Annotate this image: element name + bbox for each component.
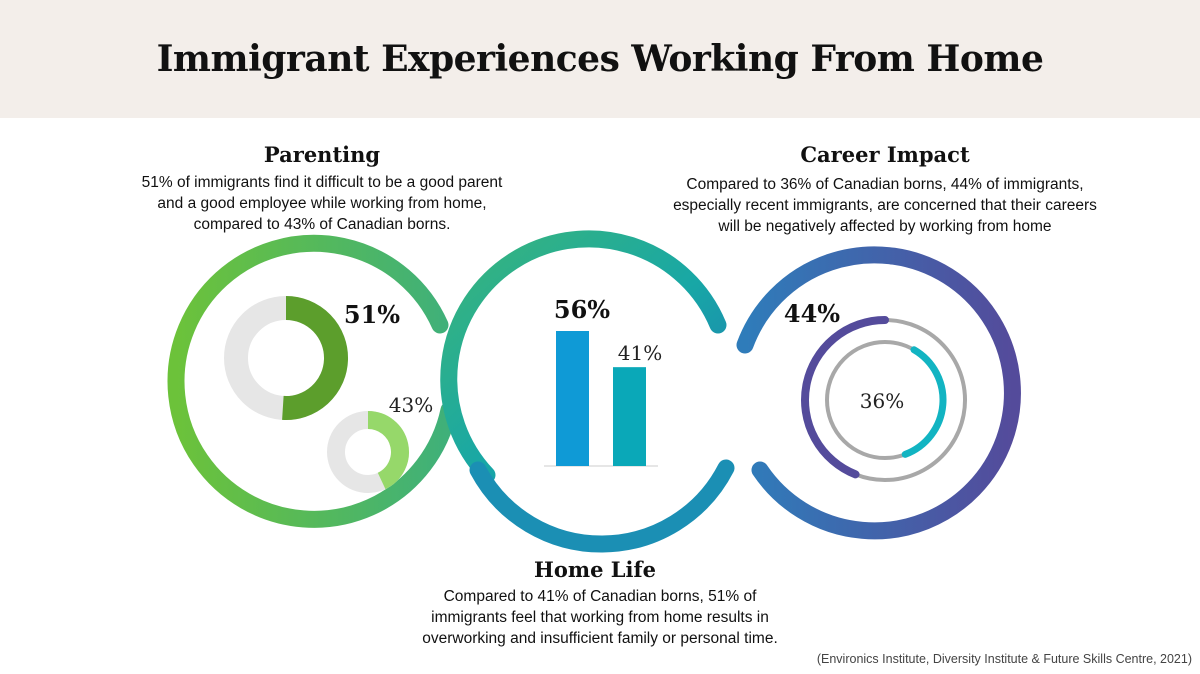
middle-lower-arc (469, 459, 735, 553)
label-51: 51% (344, 300, 400, 329)
title-banner (0, 0, 1200, 118)
parenting-donut-51 (224, 296, 348, 420)
label-56: 56% (554, 295, 610, 324)
parenting-description: 51% of immigrants find it difficult to b… (96, 172, 548, 235)
donut-43-value (367, 411, 409, 490)
right-ring-arc (736, 246, 1021, 540)
parenting-line: 51% of immigrants find it difficult to b… (141, 174, 503, 191)
parenting-line: compared to 43% of Canadian borns. (193, 216, 451, 233)
bar-41 (613, 367, 646, 466)
ring-44-value (801, 316, 889, 479)
parenting-line: and a good employee while working from h… (157, 195, 487, 212)
parenting-heading: Parenting (263, 142, 381, 167)
ring-36-value (901, 346, 947, 458)
career-description: Compared to 36% of Canadian borns, 44% o… (648, 174, 1122, 237)
home-life-line: overworking and insufficient family or p… (422, 630, 778, 647)
bar-56 (556, 331, 589, 466)
left-ring-arc (167, 234, 458, 528)
home-life-description: Compared to 41% of Canadian borns, 51% o… (380, 586, 820, 649)
career-line: will be negatively affected by working f… (718, 218, 1052, 235)
label-44: 44% (784, 299, 840, 328)
career-line: especially recent immigrants, are concer… (673, 197, 1097, 214)
career-heading: Career Impact (800, 142, 970, 167)
career-line: Compared to 36% of Canadian borns, 44% o… (686, 176, 1084, 193)
parenting-donut-43 (327, 411, 409, 493)
label-41: 41% (618, 341, 662, 365)
ring-44-track (854, 318, 968, 482)
middle-ring-arc (440, 230, 727, 484)
source-citation: (Environics Institute, Diversity Institu… (816, 652, 1192, 666)
donut-51-value (282, 296, 348, 420)
label-36: 36% (860, 389, 904, 413)
home-life-line: Compared to 41% of Canadian borns, 51% o… (443, 588, 757, 605)
label-43: 43% (389, 393, 433, 417)
page-title: Immigrant Experiences Working From Home (156, 38, 1044, 80)
home-life-heading: Home Life (534, 557, 656, 582)
home-life-line: immigrants feel that working from home r… (431, 609, 769, 626)
